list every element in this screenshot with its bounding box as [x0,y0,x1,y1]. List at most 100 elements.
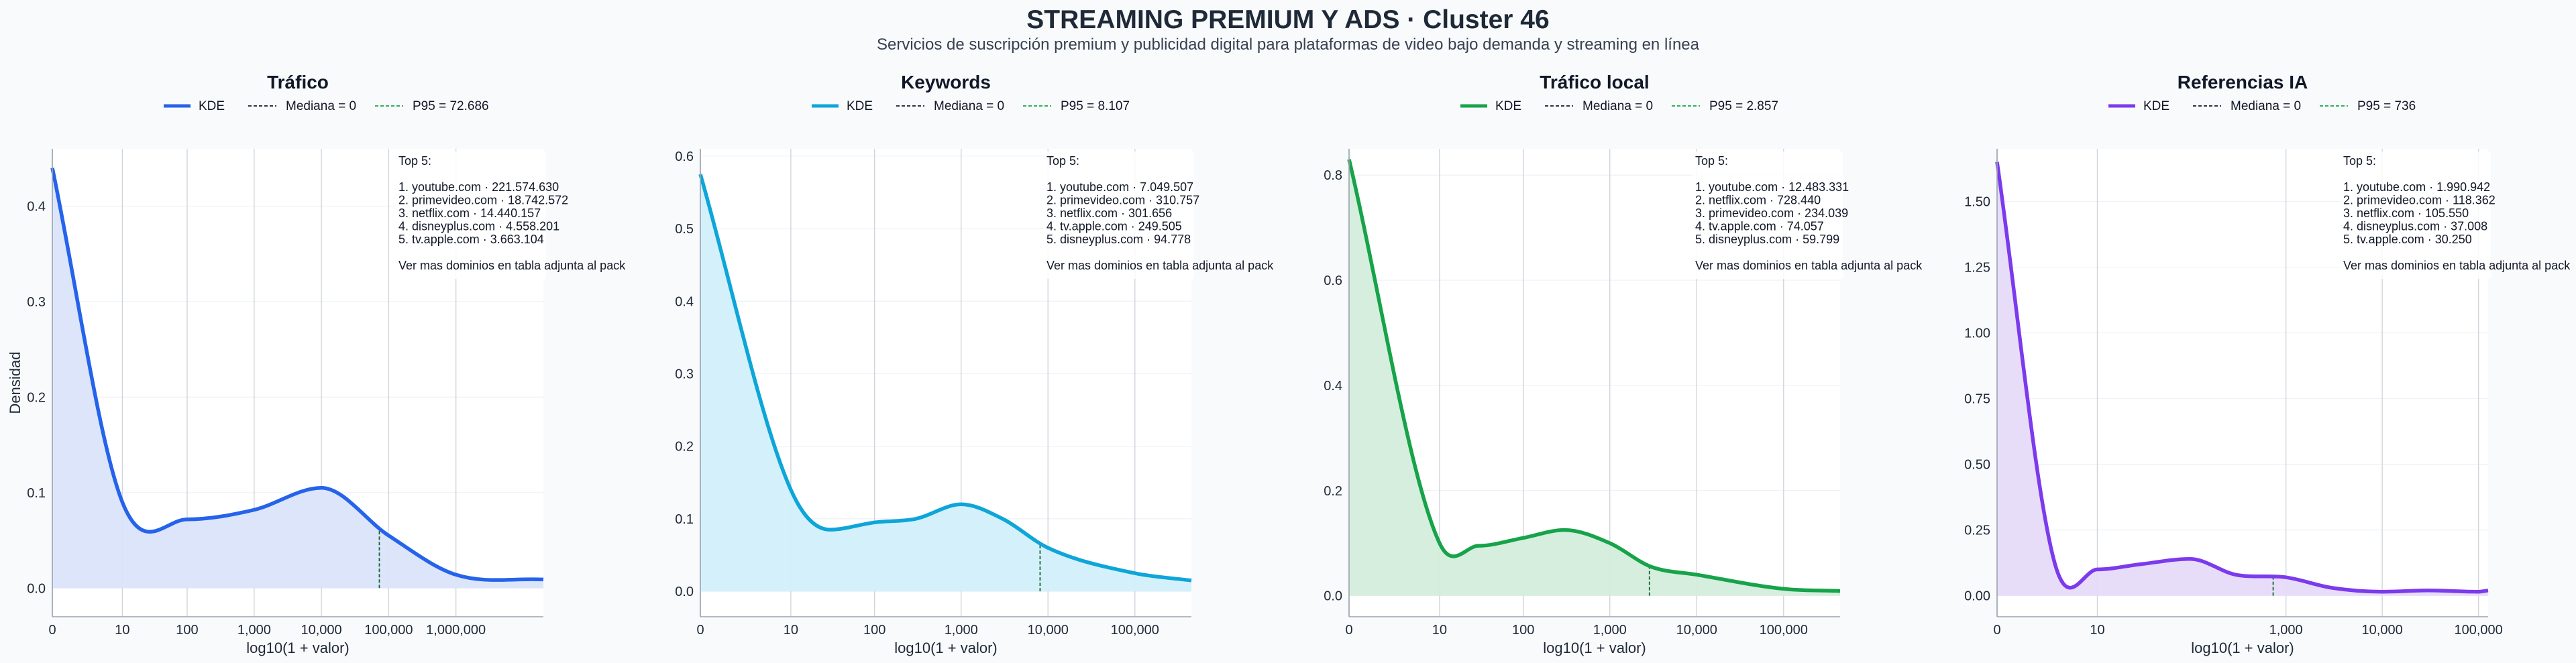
kde-fill-area [1349,159,1840,596]
annotation-box [2341,152,2491,279]
y-axis-label: Densidad [7,352,23,414]
y-tick-label: 0.0 [1324,589,1342,604]
annotation-line: 1. youtube.com · 221.574.630 [398,180,559,194]
annotation-line: 5. disneyplus.com · 94.778 [1046,233,1191,246]
legend-kde-label: KDE [847,99,873,113]
kde-curve [1347,159,1841,593]
x-axis-label: log10(1 + valor) [246,640,349,656]
kde-curve [1995,162,2489,594]
x-tick-label: 100,000 [2454,623,2502,638]
y-tick-label: 0.3 [27,295,46,310]
x-tick-label: 100,000 [1111,623,1159,638]
legend-kde-label: KDE [1495,99,1521,113]
x-tick-label: 0 [696,623,704,638]
annotation-line: Top 5: [1046,154,1079,168]
kde-curve [50,167,544,582]
y-tick-label: 0.25 [1964,524,1990,538]
annotation-line: Ver mas dominios en tabla adjunta al pac… [1695,259,1923,272]
panel-title: Tráfico local [1540,72,1649,93]
legend-kde-label: KDE [199,99,225,113]
x-tick-label: 10,000 [2362,623,2403,638]
annotation-line: 4. disneyplus.com · 4.558.201 [398,220,559,233]
x-tick-label: 100,000 [1760,623,1808,638]
x-tick-label: 10,000 [1028,623,1069,638]
y-tick-label: 1.50 [1964,194,1990,209]
x-tick-label: 1,000 [1593,623,1627,638]
panel-title: Keywords [901,72,991,93]
annotation-line: 3. netflix.com · 105.550 [2343,206,2469,220]
y-tick-label: 0.4 [1324,379,1342,394]
figure-title: STREAMING PREMIUM Y ADS · Cluster 46 [1026,5,1550,34]
annotation-line: 1. youtube.com · 12.483.331 [1695,180,1849,194]
kde-fill-area [52,168,543,589]
annotation-line: 4. disneyplus.com · 37.008 [2343,220,2487,233]
annotation-line: Ver mas dominios en tabla adjunta al pac… [398,259,626,272]
panel-title: Referencias IA [2178,72,2308,93]
y-tick-label: 0.3 [675,367,694,381]
x-tick-label: 1,000 [2269,623,2303,638]
panel-title: Tráfico [267,72,329,93]
kde-curve [698,174,1192,583]
x-tick-label: 10 [2090,623,2104,638]
figure-subtitle: Servicios de suscripción premium y publi… [877,36,1699,54]
annotation-line: 1. youtube.com · 7.049.507 [1046,180,1193,194]
annotation-line: Ver mas dominios en tabla adjunta al pac… [1046,259,1274,272]
annotation-line: 5. tv.apple.com · 30.250 [2343,233,2472,246]
annotation-line: Top 5: [2343,154,2376,168]
annotation-line: Top 5: [1695,154,1728,168]
chart-panel-1: Tráfico KDE Mediana = 0 P95 = 72.686 0.0 0.1 0… [7,72,626,656]
x-tick-label: 10 [115,623,129,638]
y-tick-label: 0.1 [675,512,694,527]
legend-p95-label: P95 = 736 [2357,99,2416,113]
annotation-line: Ver mas dominios en tabla adjunta al pac… [2343,259,2571,272]
x-tick-label: 100,000 [364,623,413,638]
legend-kde-label: KDE [2143,99,2169,113]
x-tick-label: 100 [176,623,198,638]
y-tick-label: 1.00 [1964,326,1990,341]
annotation-line: 2. primevideo.com · 310.757 [1046,194,1199,207]
x-tick-label: 0 [48,623,56,638]
annotation-line: 1. youtube.com · 1.990.942 [2343,180,2490,194]
x-tick-label: 10 [784,623,798,638]
x-axis-label: log10(1 + valor) [2191,640,2294,656]
x-tick-label: 1,000,000 [426,623,486,638]
y-tick-label: 0.0 [27,581,46,596]
x-tick-label: 0 [1345,623,1352,638]
legend-median-label: Mediana = 0 [286,99,356,113]
kde-fill-area [1997,162,2488,596]
x-tick-label: 1,000 [945,623,978,638]
y-tick-label: 0.2 [675,440,694,455]
y-tick-label: 0.50 [1964,458,1990,473]
x-tick-label: 10 [1432,623,1447,638]
annotation-line: 3. netflix.com · 14.440.157 [398,206,541,220]
y-tick-label: 0.1 [27,486,46,501]
y-tick-label: 0.5 [675,222,694,237]
x-tick-label: 0 [1993,623,2000,638]
chart-panel-3: Tráfico local KDE Mediana = 0 P95 = 2.857 0.… [1324,72,1923,656]
x-axis-label: log10(1 + valor) [1543,640,1646,656]
annotation-line: 3. netflix.com · 301.656 [1046,206,1172,220]
annotation-line: 4. tv.apple.com · 74.057 [1695,220,1824,233]
annotation-line: 2. netflix.com · 728.440 [1695,194,1821,207]
legend-median-label: Mediana = 0 [1582,99,1653,113]
annotation-box [1693,152,1843,279]
annotation-line: 3. primevideo.com · 234.039 [1695,206,1848,220]
chart-panel-4: Referencias IA KDE Mediana = 0 P95 = 736 0.0… [1964,72,2571,656]
y-tick-label: 0.2 [27,390,46,405]
annotation-line: 2. primevideo.com · 18.742.572 [398,194,568,207]
x-tick-label: 100 [1512,623,1534,638]
annotation-line: 5. tv.apple.com · 3.663.104 [398,233,544,246]
y-tick-label: 0.8 [1324,168,1342,183]
y-tick-label: 0.0 [675,585,694,599]
annotation-box [396,152,546,279]
annotation-line: 5. disneyplus.com · 59.799 [1695,233,1839,246]
y-tick-label: 0.6 [675,149,694,164]
x-tick-label: 10,000 [1676,623,1717,638]
y-tick-label: 0.00 [1964,589,1990,604]
x-tick-label: 10,000 [301,623,342,638]
legend-p95-label: P95 = 2.857 [1709,99,1778,113]
y-tick-label: 1.25 [1964,260,1990,275]
x-tick-label: 1,000 [237,623,271,638]
